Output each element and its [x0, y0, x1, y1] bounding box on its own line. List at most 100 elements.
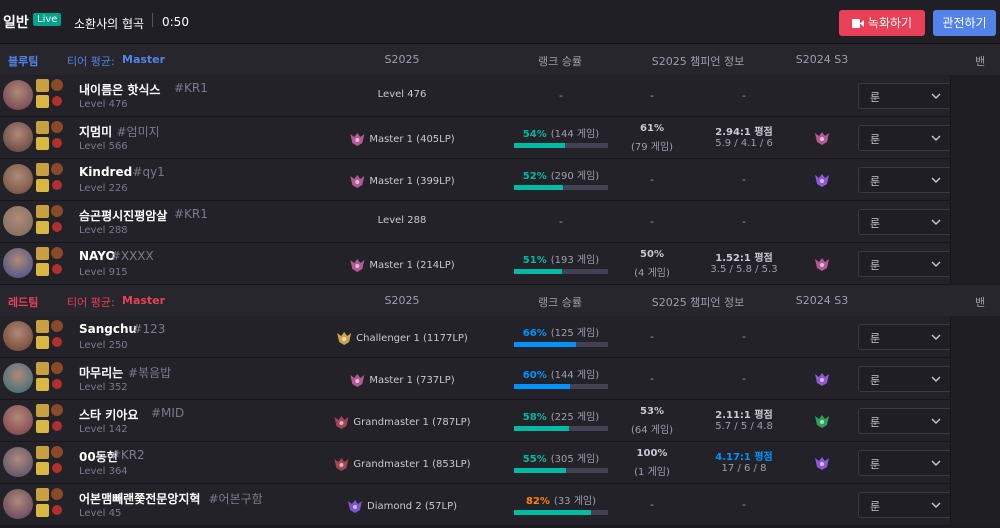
rune-dropdown[interactable]: 룬 — [858, 125, 952, 151]
kda: 4.17:1 평점 — [715, 452, 773, 463]
team-name: 블루팀 — [8, 55, 39, 68]
winrate-value: 82% — [525, 496, 550, 507]
winrate: 82% (33 게임) — [526, 492, 596, 507]
summoner-tag: #123 — [132, 322, 166, 336]
winrate-bar — [514, 510, 592, 515]
winrate-value: 58% — [522, 412, 547, 423]
player-row: 마무리는 #볶음밥 Level 352 Master 1 (737LP) 60% (144… — [0, 358, 952, 400]
summoner-tag: #KR2 — [110, 448, 145, 462]
champion-winrate: 53% — [640, 406, 664, 417]
ban-cell — [950, 201, 1000, 242]
top-bar: 일반 Live 소환사의 협곡 0:50 녹화하기 관전하기 — [0, 0, 1000, 44]
player-row: Kindred #qy1 Level 226 Master 1 (399LP) 52%(… — [0, 159, 952, 201]
rune-dropdown[interactable]: 룬 — [858, 324, 952, 350]
kda: 2.11:1 평점 — [715, 410, 773, 421]
spectate-button[interactable]: 관전하기 — [933, 10, 996, 36]
player-row: 00동현 #KR2 Level 364 Grandmaster 1 (853LP) 55… — [0, 442, 952, 484]
summoner-tag: #볶음밥 — [128, 366, 172, 380]
rune-dropdown[interactable]: 룬 — [858, 492, 952, 518]
tier-emblem — [334, 416, 349, 429]
spells-runes — [36, 320, 63, 349]
ban-cell — [950, 117, 1000, 158]
tier-emblem — [815, 174, 829, 187]
winrate: - — [559, 89, 563, 102]
rune-dropdown[interactable]: 룬 — [858, 408, 952, 434]
champion-games: (1 게임) — [634, 467, 670, 478]
column-header: S2024 S3 — [795, 294, 849, 307]
rank-text: Challenger 1 (1177LP) — [356, 332, 468, 344]
chevron — [931, 177, 941, 183]
tier-emblem — [348, 500, 362, 513]
rune-label: 룬 — [870, 500, 881, 513]
tier-emblem — [337, 332, 352, 345]
kda-detail: 5.9 / 4.1 / 6 — [715, 138, 773, 149]
rank: Challenger 1 (1177LP) — [336, 330, 468, 346]
summoner-name: 00동현 — [79, 450, 118, 464]
rune-dropdown[interactable]: 룬 — [858, 209, 952, 235]
winrate: 66% (125 게임) — [523, 324, 599, 339]
winrate: 54% (144 게임) — [523, 125, 599, 140]
winrate-bar — [514, 185, 563, 190]
kda: - — [742, 89, 746, 102]
winrate: - — [559, 215, 563, 228]
rank-text: Master 1 (399LP) — [369, 175, 455, 187]
winrate-track — [514, 510, 608, 515]
rune-dropdown[interactable]: 룬 — [858, 83, 952, 109]
ban-cell — [950, 75, 1000, 116]
kda: 1.52:1 평점 — [715, 253, 773, 264]
rune-label: 룬 — [870, 91, 881, 104]
spells-runes — [36, 362, 63, 391]
tier-emblem — [815, 373, 829, 386]
column-header: S2025 — [384, 53, 420, 66]
champion-avatar — [3, 206, 33, 236]
column-header: S2025 챔피언 정보 — [651, 55, 745, 68]
record-button[interactable]: 녹화하기 — [839, 10, 925, 36]
rank: Grandmaster 1 (853LP) — [333, 456, 471, 472]
chevron — [931, 418, 941, 424]
chevron — [931, 502, 941, 508]
summoner-name: Kindred — [79, 165, 133, 179]
summoner-name: Sangchu — [79, 322, 138, 336]
champion-winrate: - — [650, 372, 654, 385]
ban-cell — [950, 358, 1000, 399]
chevron — [931, 334, 941, 340]
level: Level 566 — [79, 141, 128, 152]
champion-avatar — [3, 447, 33, 477]
rank: Master 1 (737LP) — [349, 372, 455, 388]
champion-winrate: 61% — [640, 123, 664, 134]
chevron — [931, 219, 941, 225]
rank: Master 1 (405LP) — [349, 131, 455, 147]
winrate: 51% (193 게임) — [523, 251, 599, 266]
winrate-track — [514, 342, 608, 347]
rune-label: 룬 — [870, 175, 881, 188]
spells-runes — [36, 488, 63, 517]
column-header: S2025 — [384, 294, 420, 307]
champion-winrate: - — [650, 89, 654, 102]
games: (290 게임) — [550, 171, 600, 182]
column-header: 밴 — [974, 55, 986, 68]
summoner-tag: #어본구함 — [208, 492, 263, 506]
champion-winrate: 50% — [640, 249, 664, 260]
champion-winrate: - — [650, 330, 654, 343]
games: (125 게임) — [550, 328, 600, 339]
rune-dropdown[interactable]: 룬 — [858, 366, 952, 392]
tier-average: Master — [122, 53, 166, 66]
champion-avatar — [3, 248, 33, 278]
tier-emblem — [815, 132, 829, 145]
rune-label: 룬 — [870, 217, 881, 230]
rune-dropdown[interactable]: 룬 — [858, 450, 952, 476]
games: (225 게임) — [550, 412, 600, 423]
tier-emblem — [334, 458, 349, 471]
winrate-value: 66% — [522, 328, 547, 339]
kda-detail: 5.7 / 5 / 4.8 — [715, 421, 773, 432]
kda: 2.94:1 평점 — [715, 127, 773, 138]
champion-winrate: - — [650, 498, 654, 511]
rune-dropdown[interactable]: 룬 — [858, 167, 952, 193]
rune-dropdown[interactable]: 룬 — [858, 251, 952, 277]
mode: 일반 — [3, 15, 29, 31]
champion-avatar — [3, 164, 33, 194]
champion-winrate: - — [650, 215, 654, 228]
level: Level 352 — [79, 382, 128, 393]
winrate-bar — [514, 342, 577, 347]
level: Level 364 — [79, 466, 128, 477]
